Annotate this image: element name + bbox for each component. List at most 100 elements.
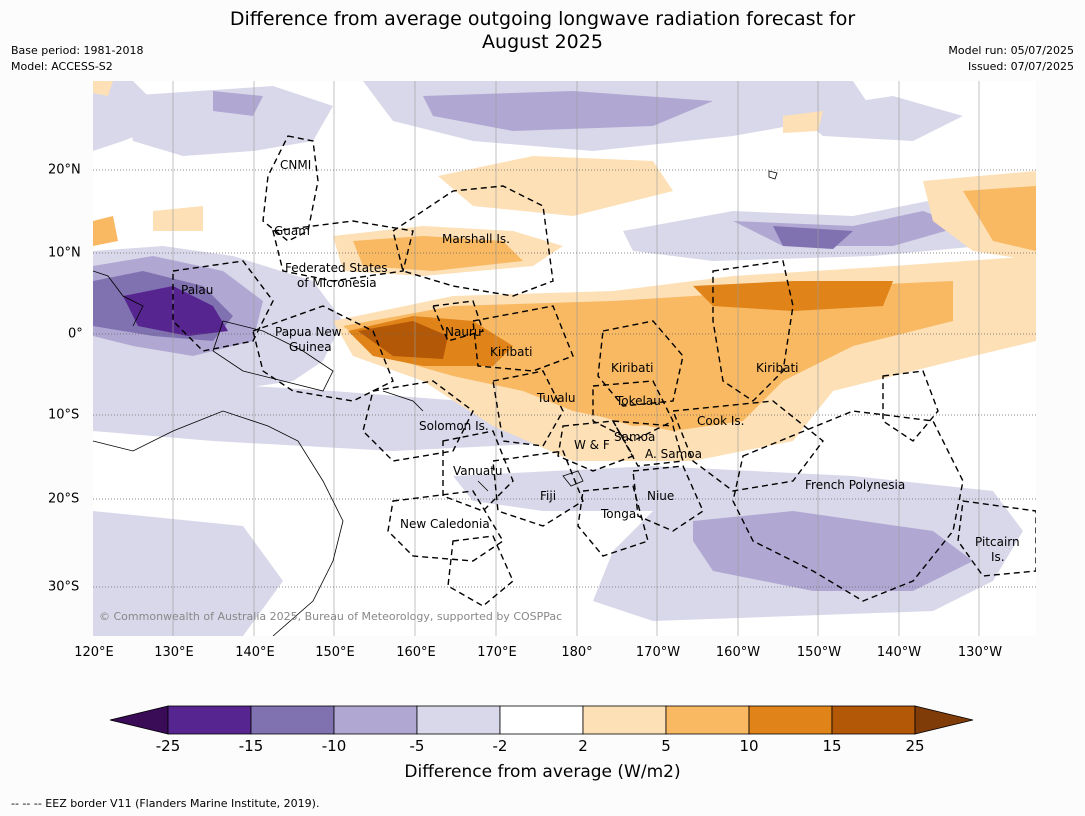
- label-samoa: Samoa: [614, 430, 656, 444]
- label-png-line2: Guinea: [289, 340, 332, 354]
- label-png-line1: Papua New: [275, 325, 342, 339]
- eez-marshall: [392, 185, 554, 297]
- colorbar-cell-7: [748, 705, 833, 735]
- cbar-tick-4: -2: [492, 737, 508, 755]
- olr-anomaly-map: [93, 81, 1036, 636]
- lat-label-0: 0°: [68, 326, 83, 342]
- label-kiribati-east: Kiribati: [756, 361, 799, 375]
- lon-label-160w: 160°W: [715, 645, 761, 660]
- cbar-tick-9: 25: [905, 737, 925, 755]
- eez-tokelau: [592, 380, 674, 442]
- cbar-tick-5: 2: [578, 737, 588, 755]
- base-period: Base period: 1981-2018: [11, 44, 144, 57]
- label-kiribati-west: Kiribati: [490, 345, 533, 359]
- title-line-2: August 2025: [482, 31, 603, 53]
- label-nauru: Nauru: [445, 325, 482, 339]
- eez-fsm: [272, 220, 414, 282]
- lon-label-130w: 130°W: [957, 645, 1003, 660]
- eez-footnote: -- -- -- EEZ border V11 (Flanders Marine…: [11, 797, 320, 810]
- colorbar-cell-3: [416, 705, 501, 735]
- label-pitcairn-line1: Pitcairn: [975, 535, 1020, 549]
- hawaii-coast: [768, 170, 778, 180]
- vanuatu-coast: [477, 480, 489, 492]
- copyright-notice: © Commonwealth of Australia 2025, Bureau…: [99, 610, 563, 623]
- label-niue: Niue: [647, 489, 675, 503]
- lon-label-150e: 150°E: [315, 645, 355, 660]
- colorbar-cell-8: [831, 705, 916, 735]
- eez-samoa: [611, 420, 684, 467]
- eez-png: [252, 305, 394, 402]
- cbar-tick-1: -15: [238, 737, 264, 755]
- lon-label-140e: 140°E: [235, 645, 275, 660]
- eez-tonga: [577, 485, 649, 557]
- colorbar-cells: [109, 705, 974, 735]
- label-cnmi: CNMI: [280, 158, 312, 172]
- lon-label-160e: 160°E: [396, 645, 436, 660]
- colorbar-cell-1: [250, 705, 335, 735]
- lat-label-10s: 10°S: [48, 407, 80, 423]
- lat-label-30s: 30°S: [48, 579, 80, 595]
- colorbar-label: Difference from average (W/m2): [404, 762, 681, 782]
- eez-cook: [672, 400, 824, 492]
- label-kiribati-central: Kiribati: [611, 361, 654, 375]
- eez-vanuatu: [442, 430, 514, 512]
- fiji-coast: [562, 470, 584, 487]
- eez-borders: [172, 135, 1036, 607]
- cbar-tick-2: -10: [321, 737, 347, 755]
- australia-coast: [93, 410, 344, 636]
- label-french-polynesia: French Polynesia: [805, 478, 906, 492]
- title-line-1: Difference from average outgoing longwav…: [229, 8, 856, 30]
- model-run: Model run: 05/07/2025: [948, 44, 1074, 57]
- colorbar-cell-2: [333, 705, 418, 735]
- label-tokelau: Tokelau: [616, 394, 661, 408]
- lon-label-130e: 130°E: [154, 645, 194, 660]
- label-fsm-line2: of Micronesia: [297, 276, 377, 290]
- coastlines: [93, 170, 778, 636]
- lat-label-10n: 10°N: [48, 245, 81, 261]
- eez-kiribati-west: [472, 305, 574, 372]
- colorbar-cell-4: [499, 705, 584, 735]
- label-american-samoa: A. Samoa: [645, 447, 702, 461]
- cbar-tick-8: 15: [822, 737, 842, 755]
- colorbar-extend-low: [109, 705, 169, 735]
- meta-right: Model run: 05/07/2025 Issued: 07/07/2025: [948, 43, 1074, 75]
- eez-cnmi-guam: [262, 135, 319, 242]
- lat-label-20s: 20°S: [48, 491, 80, 507]
- solomon-coast: [382, 390, 424, 412]
- model-name: Model: ACCESS-S2: [11, 60, 113, 73]
- label-solomon-is: Solomon Is.: [419, 419, 489, 433]
- graticule: [172, 81, 980, 636]
- label-tuvalu: Tuvalu: [537, 391, 576, 405]
- label-new-caledonia: New Caledonia: [400, 517, 490, 531]
- eez-french-polynesia: [732, 410, 964, 602]
- label-fiji: Fiji: [540, 489, 557, 503]
- label-palau: Palau: [181, 283, 214, 297]
- cbar-tick-0: -25: [155, 737, 181, 755]
- map-title: Difference from average outgoing longwav…: [0, 8, 1085, 54]
- lon-label-170e: 170°E: [477, 645, 517, 660]
- meta-left: Base period: 1981-2018 Model: ACCESS-S2: [11, 43, 143, 75]
- eez-niue: [632, 465, 704, 532]
- eez-palau: [172, 260, 274, 352]
- label-guam: Guam: [274, 224, 310, 238]
- lat-label-20n: 20°N: [48, 162, 81, 178]
- cbar-tick-3: -5: [409, 737, 425, 755]
- label-tonga: Tonga: [601, 507, 637, 521]
- eez-marquesas: [882, 370, 939, 442]
- cbar-tick-7: 10: [739, 737, 759, 755]
- colorbar-cell-0: [167, 705, 252, 735]
- lon-label-180: 180°: [561, 645, 593, 660]
- eez-norfolk: [447, 535, 514, 607]
- lon-label-120e: 120°E: [74, 645, 114, 660]
- label-cook-is: Cook Is.: [697, 414, 745, 428]
- eez-kiribati-central: [597, 320, 684, 407]
- label-marshall-is: Marshall Is.: [442, 232, 510, 246]
- eez-nauru: [431, 300, 484, 342]
- cbar-tick-6: 5: [661, 737, 671, 755]
- lon-label-170w: 170°W: [635, 645, 681, 660]
- label-pitcairn-line2: Is.: [991, 550, 1005, 564]
- lon-label-150w: 150°W: [796, 645, 842, 660]
- eez-pitcairn: [957, 500, 1036, 577]
- label-wallis-futuna: W & F: [574, 438, 610, 452]
- label-fsm-line1: Federated States: [285, 261, 388, 275]
